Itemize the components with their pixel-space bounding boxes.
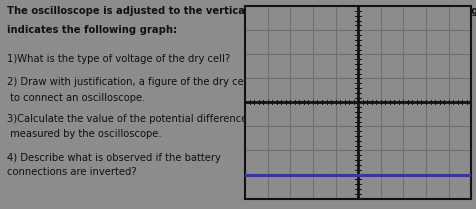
Text: indicates the following graph:: indicates the following graph: [7,25,178,35]
Text: 2) Draw with justification, a figure of the dry cell: 2) Draw with justification, a figure of … [7,77,250,87]
Text: connections are inverted?: connections are inverted? [7,167,137,177]
Text: 1)What is the type of voltage of the dry cell?: 1)What is the type of voltage of the dry… [7,54,230,64]
Text: 3)Calculate the value of the potential difference: 3)Calculate the value of the potential d… [7,114,248,124]
Text: to connect an oscilloscope.: to connect an oscilloscope. [7,93,146,103]
Text: The oscilloscope is adjusted to the vertical sensitivity Sv = 2 V/div, and the o: The oscilloscope is adjusted to the vert… [7,6,476,16]
Text: 4) Describe what is observed if the battery: 4) Describe what is observed if the batt… [7,153,221,163]
Text: measured by the oscilloscope.: measured by the oscilloscope. [7,129,162,139]
